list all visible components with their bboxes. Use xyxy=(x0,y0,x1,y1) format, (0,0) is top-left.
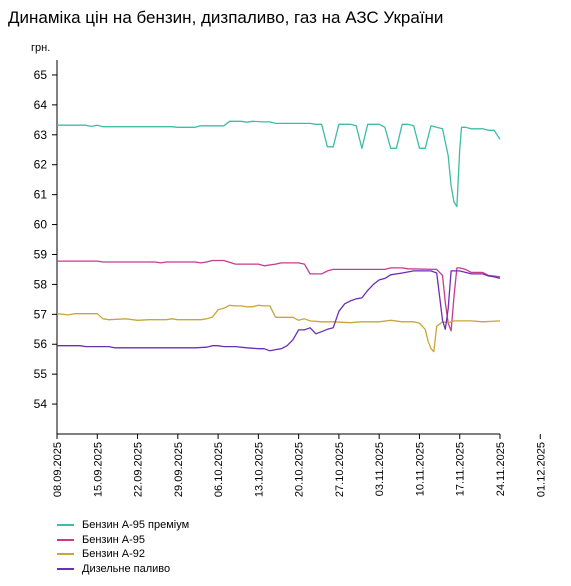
legend-swatch xyxy=(57,567,74,570)
chart-legend: Бензин А-95 преміум Бензин А-95 Бензин А-9… xyxy=(57,518,189,576)
y-tick-label: 65 xyxy=(34,68,48,82)
series-line-3 xyxy=(56,304,501,353)
legend-item: Бензин А-92 xyxy=(57,547,189,562)
x-tick-label: 27.10.2025 xyxy=(334,442,346,497)
y-tick-label: 56 xyxy=(34,337,48,351)
y-axis-label: грн. xyxy=(31,42,51,54)
y-tick-label: 58 xyxy=(34,277,48,291)
y-tick-label: 59 xyxy=(34,247,48,261)
x-tick-label: 06.10.2025 xyxy=(213,442,225,497)
x-tick-label: 13.10.2025 xyxy=(253,442,265,497)
x-tick-label: 29.09.2025 xyxy=(173,442,185,497)
y-tick-label: 55 xyxy=(34,367,48,381)
legend-swatch xyxy=(57,524,74,527)
x-tick-label: 17.11.2025 xyxy=(455,442,467,496)
y-tick-label: 54 xyxy=(34,397,48,411)
legend-item: Бензин А-95 xyxy=(57,533,189,548)
legend-label: Дизельне паливо xyxy=(82,562,171,575)
legend-swatch xyxy=(57,538,74,541)
legend-item: Дизельне паливо xyxy=(57,562,189,577)
y-tick-label: 57 xyxy=(34,307,48,321)
series-line-2 xyxy=(57,259,501,332)
legend-label: Бензин А-95 xyxy=(82,533,145,546)
y-tick-label: 62 xyxy=(34,158,48,172)
chart-title: Динаміка цін на бензин, дизпаливо, газ н… xyxy=(8,8,444,27)
legend-label: Бензин А-92 xyxy=(82,548,145,561)
x-tick-label: 10.11.2025 xyxy=(414,442,426,496)
y-tick-label: 60 xyxy=(34,218,48,232)
x-tick-label: 01.12.2025 xyxy=(535,442,547,497)
x-tick-label: 15.09.2025 xyxy=(92,442,104,497)
series-line-4 xyxy=(57,270,501,352)
legend-item: Бензин А-95 преміум xyxy=(57,518,189,533)
x-tick-label: 03.11.2025 xyxy=(374,442,386,496)
x-tick-label: 08.09.2025 xyxy=(52,442,64,497)
y-tick-label: 61 xyxy=(34,188,48,202)
legend-label: Бензин А-95 преміум xyxy=(82,519,190,532)
x-tick-label: 20.10.2025 xyxy=(294,442,306,497)
y-tick-label: 63 xyxy=(34,128,48,142)
x-tick-label: 24.11.2025 xyxy=(495,442,507,496)
x-tick-label: 22.09.2025 xyxy=(133,442,145,497)
y-tick-label: 64 xyxy=(34,98,48,112)
legend-swatch xyxy=(57,553,74,556)
series-line-1 xyxy=(57,120,501,208)
chart-area: 54 55 56 57 58 59 60 61 62 63 64 65 08.09.2025 15.09.… xyxy=(34,60,547,497)
